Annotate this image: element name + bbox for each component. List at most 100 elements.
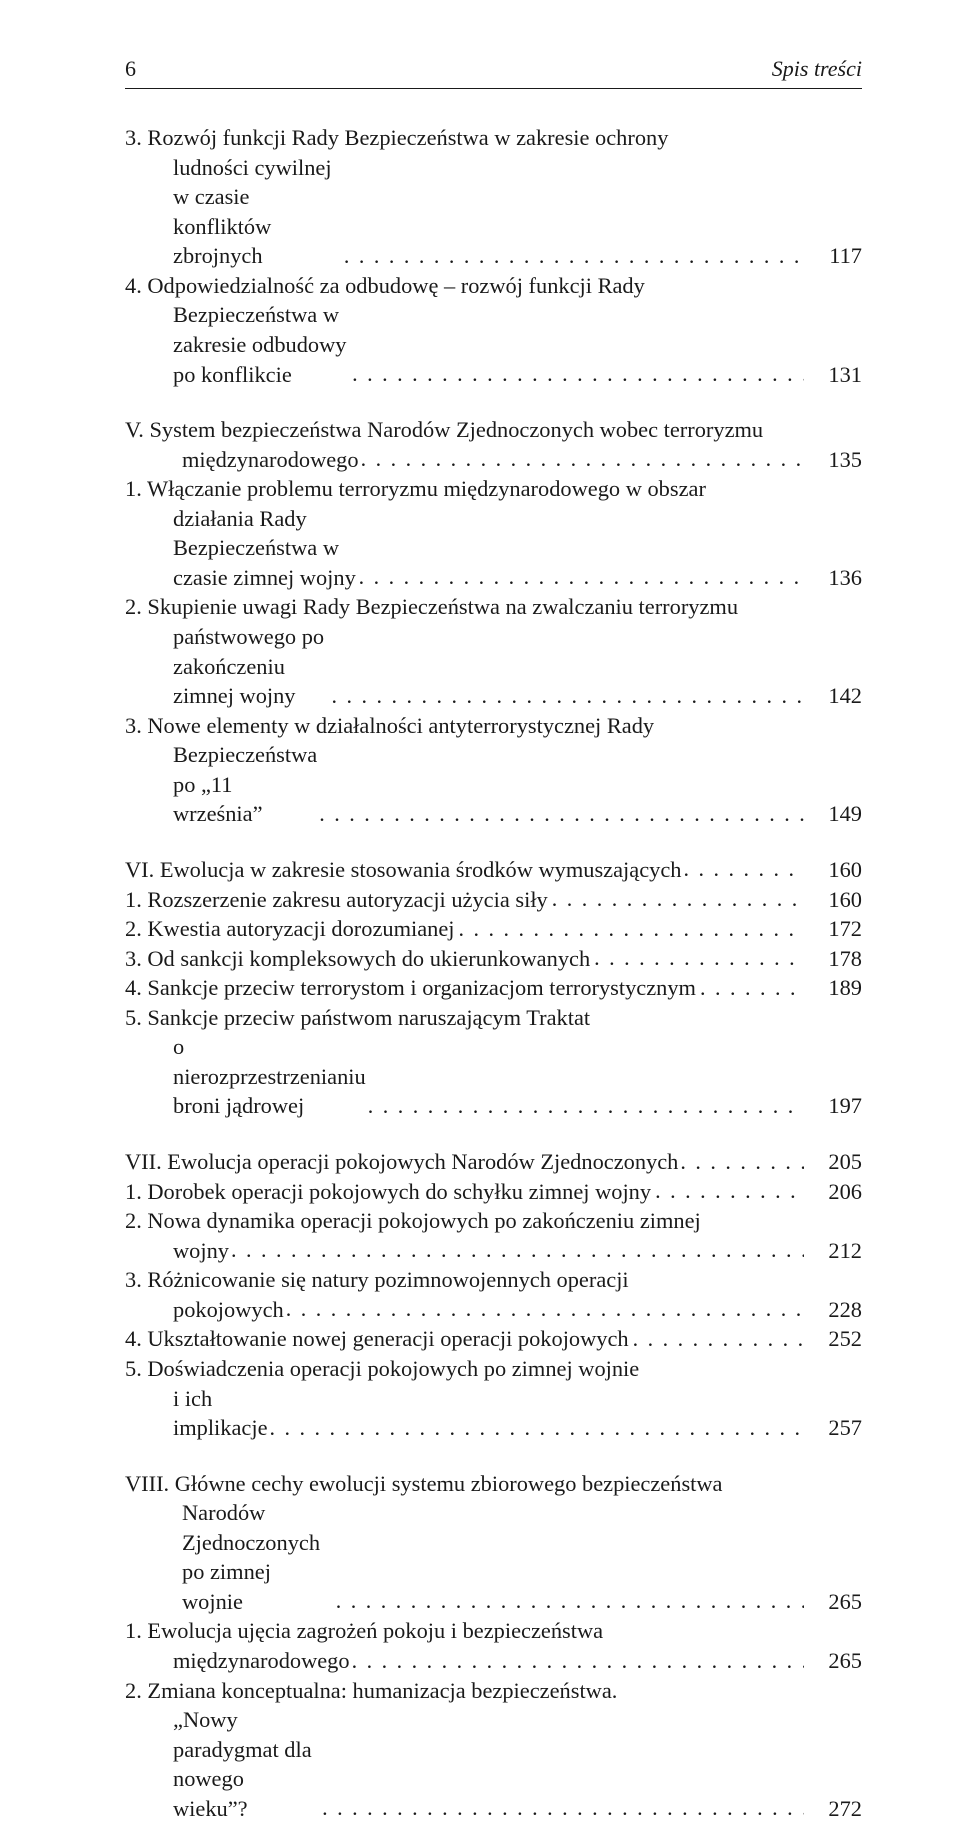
toc-leader: . . . . . . . . . . . . . . . . . . . . … xyxy=(268,1413,805,1442)
header-rule xyxy=(125,88,862,89)
toc-entry-text: 2. Kwestia autoryzacji dorozumianej xyxy=(153,914,455,944)
toc-entry: 2. Kwestia autoryzacji dorozumianej . . … xyxy=(125,914,862,944)
toc-entry-text: „Nowy paradygmat dla nowego wieku”? xyxy=(173,1705,320,1823)
toc-entry: międzynarodowego . . . . . . . . . . . .… xyxy=(125,445,862,475)
toc-entry-line1: 3. Różnicowanie się natury pozimnowojenn… xyxy=(125,1265,862,1295)
toc-page-number: 149 xyxy=(804,799,862,829)
toc-page-number: 252 xyxy=(804,1324,862,1354)
toc-entry-line1: 3. Rozwój funkcji Rady Bezpieczeństwa w … xyxy=(125,123,862,153)
toc-leader: . . . . . . . . . . . . . . . . . . . . … xyxy=(350,1646,804,1675)
toc-entry: pokojowych . . . . . . . . . . . . . . .… xyxy=(125,1295,862,1325)
toc-entry-text: państwowego po zakończeniu zimnej wojny xyxy=(173,622,330,711)
toc-entry-line1: 1. Włączanie problemu terroryzmu międzyn… xyxy=(125,474,862,504)
toc-leader: . . . . . . . . . . . . . . . . . . . . … xyxy=(678,1147,804,1176)
page: 6 Spis treści 3. Rozwój funkcji Rady Bez… xyxy=(0,0,960,1430)
toc-page-number: 117 xyxy=(804,241,862,271)
toc-entry-text: działania Rady Bezpieczeństwa w czasie z… xyxy=(173,504,357,593)
toc-leader: . . . . . . . . . . . . . . . . . . . . … xyxy=(284,1294,804,1323)
toc-entry-line1: V. System bezpieczeństwa Narodów Zjednoc… xyxy=(125,415,862,445)
toc-entry-text: 4. Ukształtowanie nowej generacji operac… xyxy=(153,1324,629,1354)
toc-page-number: 228 xyxy=(804,1295,862,1325)
toc-entry-text: pokojowych xyxy=(173,1295,284,1325)
toc-entry: międzynarodowego . . . . . . . . . . . .… xyxy=(125,1646,862,1676)
toc-page-number: 142 xyxy=(804,681,862,711)
toc-entry: 1. Rozszerzenie zakresu autoryzacji użyc… xyxy=(125,885,862,915)
toc-page-number: 172 xyxy=(804,914,862,944)
toc-page-number: 135 xyxy=(804,445,862,475)
toc-leader: . . . . . . . . . . . . . . . . . . . . … xyxy=(317,799,804,828)
toc-leader: . . . . . . . . . . . . . . . . . . . . … xyxy=(548,884,804,913)
toc-entry: 3. Od sankcji kompleksowych do ukierunko… xyxy=(125,944,862,974)
toc-entry-text: Narodów Zjednoczonych po zimnej wojnie xyxy=(182,1498,334,1616)
toc-entry-text: Bezpieczeństwa w zakresie odbudowy po ko… xyxy=(173,300,350,389)
toc-entry: Bezpieczeństwa w zakresie odbudowy po ko… xyxy=(125,300,862,389)
toc-entry: VI. Ewolucja w zakresie stosowania środk… xyxy=(125,855,862,885)
toc-entry-line1: 2. Nowa dynamika operacji pokojowych po … xyxy=(125,1206,862,1236)
toc-page-number: 265 xyxy=(804,1646,862,1676)
toc-leader: . . . . . . . . . . . . . . . . . . . . … xyxy=(330,681,804,710)
toc-page-number: 178 xyxy=(804,944,862,974)
toc-entry-text: 4. Sankcje przeciw terrorystom i organiz… xyxy=(153,973,696,1003)
toc-group: VIII. Główne cechy ewolucji systemu zbio… xyxy=(125,1469,862,1823)
toc-page-number: 197 xyxy=(804,1091,862,1121)
toc-leader: . . . . . . . . . . . . . . . . . . . . … xyxy=(342,241,804,270)
running-title: Spis treści xyxy=(772,56,862,82)
toc-page-number: 205 xyxy=(804,1147,862,1177)
toc-entry: ludności cywilnej w czasie konfliktów zb… xyxy=(125,153,862,271)
toc-entry: „Nowy paradygmat dla nowego wieku”? . . … xyxy=(125,1705,862,1823)
toc-leader: . . . . . . . . . . . . . . . . . . . . … xyxy=(229,1235,804,1264)
toc-group: V. System bezpieczeństwa Narodów Zjednoc… xyxy=(125,415,862,829)
toc-page-number: 265 xyxy=(804,1587,862,1617)
running-header: 6 Spis treści xyxy=(125,56,862,82)
toc-entry: wojny . . . . . . . . . . . . . . . . . … xyxy=(125,1236,862,1266)
toc-entry: VII. Ewolucja operacji pokojowych Narodó… xyxy=(125,1147,862,1177)
toc-entry-line1: 1. Ewolucja ujęcia zagrożeń pokoju i bez… xyxy=(125,1616,862,1646)
toc-entry-text: międzynarodowego xyxy=(182,445,359,475)
toc-leader: . . . . . . . . . . . . . . . . . . . . … xyxy=(357,562,804,591)
toc-entry-line1: 2. Skupienie uwagi Rady Bezpieczeństwa n… xyxy=(125,592,862,622)
toc-page-number: 257 xyxy=(804,1413,862,1443)
toc-entry-text: wojny xyxy=(173,1236,229,1266)
toc-page-number: 160 xyxy=(804,885,862,915)
toc-group: 3. Rozwój funkcji Rady Bezpieczeństwa w … xyxy=(125,123,862,389)
table-of-contents: 3. Rozwój funkcji Rady Bezpieczeństwa w … xyxy=(125,123,862,1823)
toc-leader: . . . . . . . . . . . . . . . . . . . . … xyxy=(682,854,805,883)
toc-entry-text: międzynarodowego xyxy=(173,1646,350,1676)
toc-group: VI. Ewolucja w zakresie stosowania środk… xyxy=(125,855,862,1121)
toc-entry-text: 1. Rozszerzenie zakresu autoryzacji użyc… xyxy=(153,885,548,915)
toc-entry: państwowego po zakończeniu zimnej wojny … xyxy=(125,622,862,711)
toc-leader: . . . . . . . . . . . . . . . . . . . . … xyxy=(350,359,804,388)
toc-page-number: 131 xyxy=(804,360,862,390)
toc-entry-text: VII. Ewolucja operacji pokojowych Narodó… xyxy=(125,1147,678,1177)
toc-entry: o nierozprzestrzenianiu broni jądrowej .… xyxy=(125,1032,862,1121)
toc-entry: i ich implikacje . . . . . . . . . . . .… xyxy=(125,1384,862,1443)
toc-leader: . . . . . . . . . . . . . . . . . . . . … xyxy=(696,973,804,1002)
toc-entry: Bezpieczeństwa po „11 września” . . . . … xyxy=(125,740,862,829)
toc-entry-line1: 3. Nowe elementy w działalności antyterr… xyxy=(125,711,862,741)
toc-entry-line1: 2. Zmiana konceptualna: humanizacja bezp… xyxy=(125,1676,862,1706)
toc-entry-text: VI. Ewolucja w zakresie stosowania środk… xyxy=(125,855,682,885)
toc-entry-text: i ich implikacje xyxy=(173,1384,268,1443)
toc-entry: 4. Ukształtowanie nowej generacji operac… xyxy=(125,1324,862,1354)
toc-leader: . . . . . . . . . . . . . . . . . . . . … xyxy=(651,1176,804,1205)
page-number: 6 xyxy=(125,56,136,82)
toc-entry-line1: 5. Sankcje przeciw państwom naruszającym… xyxy=(125,1003,862,1033)
toc-leader: . . . . . . . . . . . . . . . . . . . . … xyxy=(334,1586,804,1615)
toc-entry: działania Rady Bezpieczeństwa w czasie z… xyxy=(125,504,862,593)
toc-page-number: 189 xyxy=(804,973,862,1003)
toc-page-number: 206 xyxy=(804,1177,862,1207)
toc-page-number: 160 xyxy=(804,855,862,885)
toc-leader: . . . . . . . . . . . . . . . . . . . . … xyxy=(320,1793,804,1822)
toc-entry-text: Bezpieczeństwa po „11 września” xyxy=(173,740,317,829)
toc-entry-text: o nierozprzestrzenianiu broni jądrowej xyxy=(173,1032,366,1121)
toc-entry-line1: 4. Odpowiedzialność za odbudowę – rozwój… xyxy=(125,271,862,301)
toc-leader: . . . . . . . . . . . . . . . . . . . . … xyxy=(629,1324,804,1353)
toc-entry-text: 1. Dorobek operacji pokojowych do schyłk… xyxy=(153,1177,651,1207)
toc-leader: . . . . . . . . . . . . . . . . . . . . … xyxy=(366,1091,804,1120)
toc-page-number: 212 xyxy=(804,1236,862,1266)
toc-leader: . . . . . . . . . . . . . . . . . . . . … xyxy=(590,943,804,972)
toc-page-number: 272 xyxy=(804,1794,862,1823)
toc-entry-line1: VIII. Główne cechy ewolucji systemu zbio… xyxy=(125,1469,862,1499)
toc-leader: . . . . . . . . . . . . . . . . . . . . … xyxy=(359,444,804,473)
toc-leader: . . . . . . . . . . . . . . . . . . . . … xyxy=(455,914,804,943)
